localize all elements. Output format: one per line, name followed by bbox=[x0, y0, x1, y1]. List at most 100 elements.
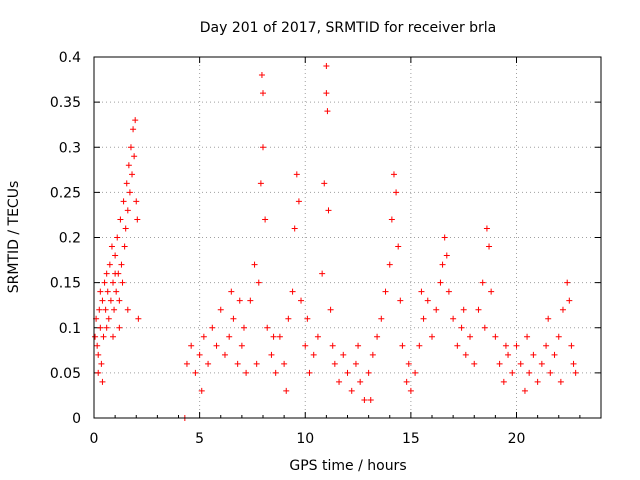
data-point bbox=[108, 243, 115, 250]
data-point bbox=[557, 378, 564, 385]
data-point bbox=[119, 279, 126, 286]
data-point bbox=[420, 315, 427, 322]
data-point bbox=[570, 360, 577, 367]
data-point bbox=[393, 189, 400, 196]
data-points bbox=[92, 63, 579, 421]
data-point bbox=[121, 243, 128, 250]
data-point bbox=[122, 225, 129, 232]
data-point bbox=[281, 360, 288, 367]
data-point bbox=[213, 342, 220, 349]
data-point bbox=[234, 360, 241, 367]
data-point bbox=[467, 333, 474, 340]
x-tick-label: 0 bbox=[90, 431, 99, 447]
data-point bbox=[264, 324, 271, 331]
data-point bbox=[496, 360, 503, 367]
data-point bbox=[125, 162, 132, 169]
data-point bbox=[564, 279, 571, 286]
data-point bbox=[228, 288, 235, 295]
data-point bbox=[336, 378, 343, 385]
data-point bbox=[382, 288, 389, 295]
data-point bbox=[445, 288, 452, 295]
data-point bbox=[483, 225, 490, 232]
data-point bbox=[251, 261, 258, 268]
data-point bbox=[209, 324, 216, 331]
data-point bbox=[488, 288, 495, 295]
y-tick-label: 0.3 bbox=[59, 140, 81, 156]
data-point bbox=[105, 315, 112, 322]
data-point bbox=[131, 153, 138, 160]
data-point bbox=[97, 324, 104, 331]
data-point bbox=[555, 333, 562, 340]
data-point bbox=[135, 315, 142, 322]
data-point bbox=[310, 351, 317, 358]
data-point bbox=[134, 216, 141, 223]
data-point bbox=[258, 72, 265, 79]
data-point bbox=[257, 180, 264, 187]
data-point bbox=[572, 369, 579, 376]
data-point bbox=[327, 306, 334, 313]
data-point bbox=[502, 342, 509, 349]
data-point bbox=[418, 288, 425, 295]
x-tick-label: 20 bbox=[508, 431, 526, 447]
data-point bbox=[323, 63, 330, 70]
data-point bbox=[462, 351, 469, 358]
data-point bbox=[439, 261, 446, 268]
data-point bbox=[183, 360, 190, 367]
data-point bbox=[276, 333, 283, 340]
data-point bbox=[534, 378, 541, 385]
data-point bbox=[124, 207, 131, 214]
data-point bbox=[133, 198, 140, 205]
x-tick-label: 5 bbox=[195, 431, 204, 447]
data-point bbox=[460, 306, 467, 313]
data-point bbox=[236, 297, 243, 304]
y-tick-label: 0.4 bbox=[59, 50, 81, 66]
data-point bbox=[92, 333, 99, 340]
y-tick-label: 0.1 bbox=[59, 321, 81, 337]
data-point bbox=[192, 369, 199, 376]
data-point bbox=[486, 243, 493, 250]
data-point bbox=[304, 315, 311, 322]
data-point bbox=[302, 342, 309, 349]
data-point bbox=[196, 351, 203, 358]
data-point bbox=[112, 252, 119, 259]
data-point bbox=[329, 342, 336, 349]
data-point bbox=[126, 189, 133, 196]
data-point bbox=[103, 324, 110, 331]
data-point bbox=[424, 297, 431, 304]
data-point bbox=[243, 369, 250, 376]
data-point bbox=[262, 216, 269, 223]
data-point bbox=[399, 342, 406, 349]
data-point bbox=[325, 207, 332, 214]
data-point bbox=[102, 306, 109, 313]
data-point bbox=[321, 180, 328, 187]
data-point bbox=[106, 261, 113, 268]
data-point bbox=[405, 360, 412, 367]
data-point bbox=[388, 216, 395, 223]
data-point bbox=[289, 288, 296, 295]
data-point bbox=[97, 288, 104, 295]
data-point bbox=[306, 369, 313, 376]
data-point bbox=[458, 324, 465, 331]
data-point bbox=[260, 90, 266, 97]
data-point bbox=[369, 351, 376, 358]
data-point bbox=[365, 369, 372, 376]
data-point bbox=[513, 342, 520, 349]
data-point bbox=[112, 270, 119, 277]
data-point bbox=[117, 216, 124, 223]
data-point bbox=[113, 288, 120, 295]
data-point bbox=[123, 180, 130, 187]
data-point bbox=[344, 369, 351, 376]
data-point bbox=[95, 369, 102, 376]
data-point bbox=[221, 351, 228, 358]
data-point bbox=[94, 342, 101, 349]
data-point bbox=[95, 351, 102, 358]
data-point bbox=[130, 126, 137, 133]
data-point bbox=[340, 351, 347, 358]
data-point bbox=[188, 342, 195, 349]
data-point bbox=[454, 342, 461, 349]
data-point bbox=[386, 261, 393, 268]
data-point bbox=[103, 270, 110, 277]
data-point bbox=[319, 270, 326, 277]
data-point bbox=[416, 342, 423, 349]
